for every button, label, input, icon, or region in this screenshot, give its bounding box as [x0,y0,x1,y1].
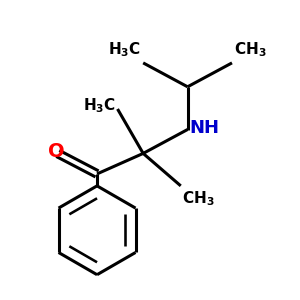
Text: O: O [48,142,64,161]
Text: $\mathregular{CH_3}$: $\mathregular{CH_3}$ [182,189,215,208]
Text: $\mathregular{H_3C}$: $\mathregular{H_3C}$ [83,96,116,115]
Text: $\mathregular{CH_3}$: $\mathregular{CH_3}$ [234,41,266,59]
Text: NH: NH [189,119,219,137]
Text: $\mathregular{H_3C}$: $\mathregular{H_3C}$ [109,41,142,59]
